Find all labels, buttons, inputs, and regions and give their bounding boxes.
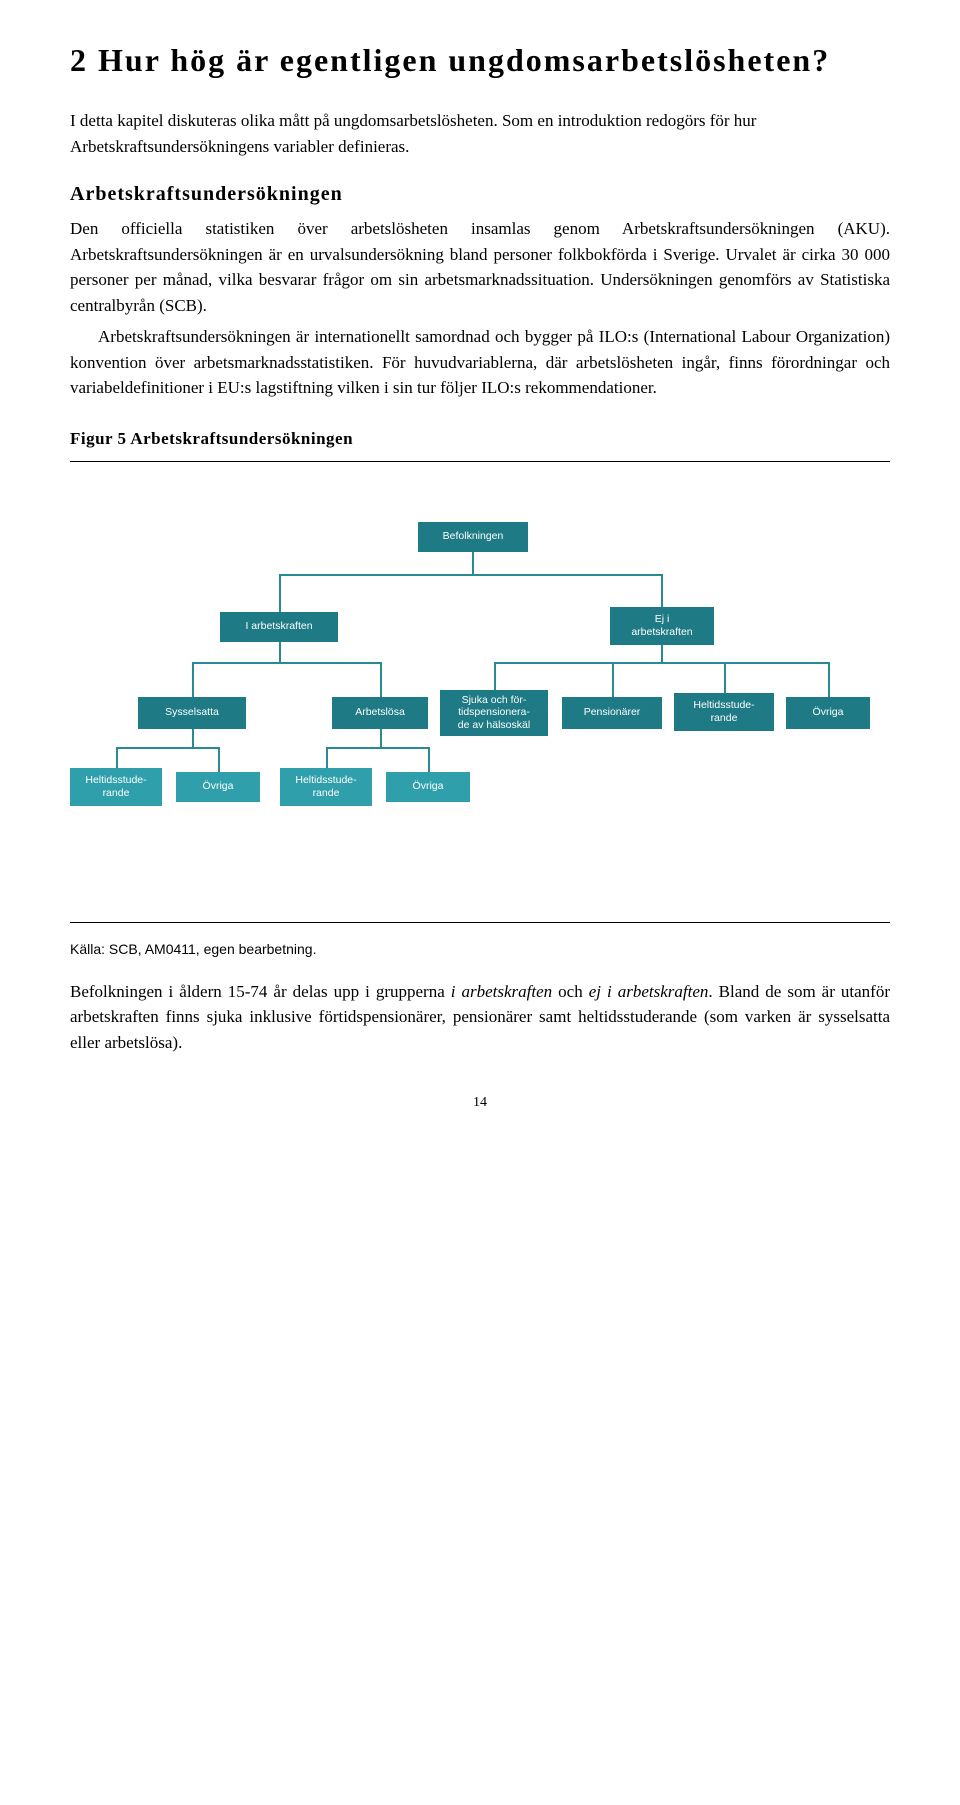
tree-node-ovr3: Övriga [386,772,470,802]
tree-node-helt1: Heltidsstude-rande [674,693,774,731]
tree-connector [192,729,194,747]
tree-connector [218,747,220,772]
tree-connector [428,747,430,772]
tree-connector [472,552,474,574]
tree-connector [192,662,382,664]
tree-connector [279,642,281,662]
paragraph-1: Den officiella statistiken över arbetslö… [70,216,890,318]
tree-node-ejarb: Ej iarbetskraften [610,607,714,645]
page-number: 14 [70,1095,890,1111]
closing-italic-2: ej i arbetskraften [589,982,709,1001]
tree-connector [612,662,614,697]
tree-node-syss: Sysselsatta [138,697,246,729]
tree-connector [279,574,663,576]
tree-node-helt3: Heltidsstude-rande [280,768,372,806]
tree-connector [828,662,830,697]
paragraph-2: Arbetskraftsundersökningen är internatio… [70,324,890,401]
tree-connector [724,662,726,693]
tree-node-helt2: Heltidsstude-rande [70,768,162,806]
tree-connector [494,662,496,690]
tree-connector [661,574,663,607]
tree-connector [380,662,382,697]
tree-node-arbl: Arbetslösa [332,697,428,729]
figure-rule-bottom [70,922,890,923]
tree-connector [661,645,663,662]
tree-node-root: Befolkningen [418,522,528,552]
tree-connector [116,747,220,749]
tree-connector [279,574,281,612]
closing-text: Befolkningen i åldern 15-74 år delas upp… [70,982,451,1001]
intro-paragraph: I detta kapitel diskuteras olika mått på… [70,108,890,159]
tree-connector [494,662,830,664]
figure-caption: Figur 5 Arbetskraftsundersökningen [70,429,890,449]
closing-mid: och [552,982,589,1001]
closing-italic-1: i arbetskraften [451,982,552,1001]
source-note: Källa: SCB, AM0411, egen bearbetning. [70,941,890,957]
page-title: 2 Hur hög är egentligen ungdomsarbetslös… [70,40,890,80]
tree-node-iarb: I arbetskraften [220,612,338,642]
section-heading: Arbetskraftsundersökningen [70,183,890,206]
tree-connector [192,662,194,697]
org-chart: Befolkningen I arbetskraften Ej iarbetskra… [70,462,890,922]
tree-connector [116,747,118,768]
tree-node-sjuk: Sjuka och för-tidspensionera-de av hälso… [440,690,548,736]
tree-node-pens: Pensionärer [562,697,662,729]
closing-paragraph: Befolkningen i åldern 15-74 år delas upp… [70,979,890,1056]
tree-connector [380,729,382,747]
tree-node-ovr2: Övriga [176,772,260,802]
tree-connector [326,747,430,749]
tree-connector [326,747,328,768]
tree-node-ovr1: Övriga [786,697,870,729]
